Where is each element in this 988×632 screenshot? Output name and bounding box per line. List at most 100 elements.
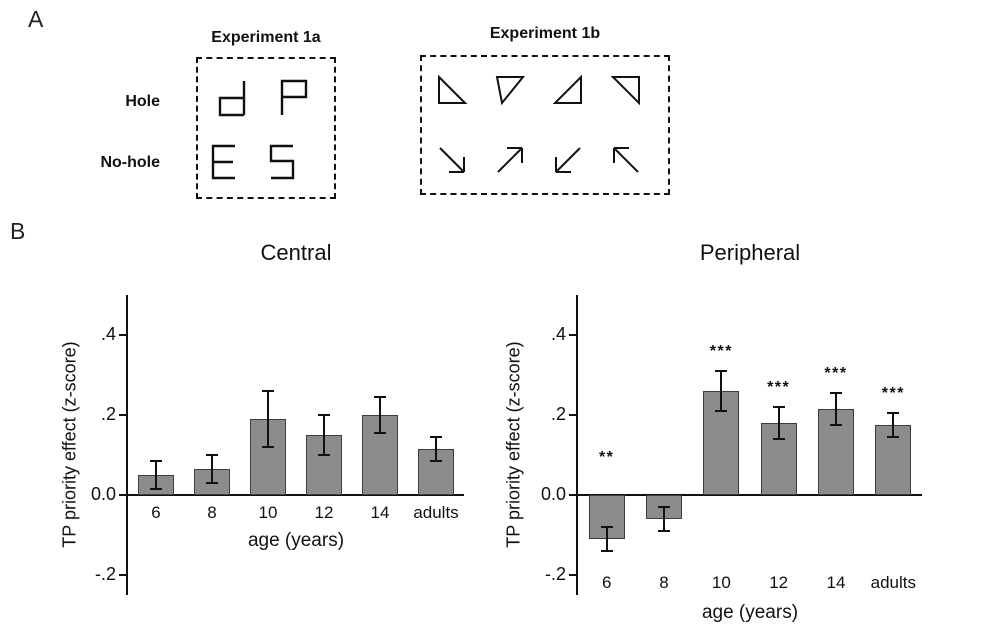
error-cap-top [206, 454, 218, 456]
experiment-1a-box [196, 57, 336, 199]
arrow-up-left [613, 147, 639, 173]
error-bar [720, 371, 723, 411]
y-tick [119, 574, 126, 576]
x-axis-label-peripheral: age (years) [701, 602, 799, 623]
right-triangle-hypotenuse-top [438, 74, 468, 104]
error-bar [379, 397, 381, 433]
y-tick-label: -.2 [544, 564, 566, 584]
x-tick-label: 6 [151, 503, 161, 522]
x-tick-label: 10 [258, 503, 278, 522]
panel-b-label: B [10, 218, 26, 244]
x-axis [576, 494, 922, 496]
chart-central: Central TP priority effect (z-score) .4.… [58, 240, 488, 630]
error-cap-top [318, 414, 330, 416]
error-cap-bottom [318, 454, 330, 456]
y-tick [569, 494, 576, 496]
error-cap-top [430, 436, 442, 438]
panel-a-label: A [28, 6, 44, 32]
square-e-glyph [211, 144, 235, 180]
right-triangle-right-angle-top-right [610, 76, 640, 106]
error-cap-bottom [830, 424, 842, 426]
y-tick [569, 414, 576, 416]
error-cap-bottom [887, 436, 900, 438]
y-tick-label: .2 [100, 404, 116, 424]
significance-label: ** [598, 449, 615, 466]
y-tick-label: 0.0 [90, 484, 116, 504]
central-plot: .4 .2 0.0 -.2 6 8 10 12 14 adults [91, 295, 464, 595]
x-axis-label-central: age (years) [247, 530, 345, 551]
x-tick-label: 14 [370, 503, 390, 522]
error-bar [323, 415, 325, 455]
chart-title-central: Central [260, 240, 332, 265]
x-tick-label: 8 [207, 503, 217, 522]
y-tick-label: -.2 [94, 564, 116, 584]
right-triangle-right-angle-bottom-right [552, 74, 582, 104]
x-tick-label: adults [413, 503, 459, 522]
arrow-up-right [497, 147, 523, 173]
y-tick [569, 574, 576, 576]
arrow-down-right [439, 147, 465, 173]
right-triangle-point-down [495, 76, 526, 106]
y-tick [119, 414, 126, 416]
error-cap-bottom [715, 410, 728, 412]
square-d-glyph [218, 81, 246, 117]
error-cap-top [262, 390, 274, 392]
error-bar [605, 527, 608, 551]
y-tick-label: .4 [100, 324, 116, 344]
y-tick [119, 334, 126, 336]
peripheral-plot: .4 .2 0.0 -.2 6 ** 8 10 *** 12 *** 14 *** adults *** [541, 295, 922, 595]
significance-label: *** [881, 385, 905, 402]
x-tick-label: 12 [769, 573, 789, 592]
error-cap-bottom [772, 438, 785, 440]
y-tick-label: .2 [550, 404, 566, 424]
experiment-1b-box [420, 55, 670, 195]
error-bar [892, 413, 895, 437]
significance-label: *** [767, 379, 791, 396]
square-5-glyph [269, 144, 295, 180]
error-cap-bottom [150, 488, 162, 490]
error-bar [835, 393, 837, 425]
error-cap-top [830, 392, 842, 394]
chart-title-peripheral: Peripheral [699, 240, 801, 265]
y-axis [126, 295, 128, 595]
x-tick-label: 6 [601, 573, 612, 592]
error-bar [663, 507, 665, 531]
y-tick [119, 494, 126, 496]
error-bar [435, 437, 437, 461]
error-cap-bottom [600, 550, 613, 552]
square-p-glyph [280, 79, 308, 115]
row-label-hole: Hole [125, 93, 160, 110]
x-tick-label: 14 [826, 573, 846, 592]
y-tick [569, 334, 576, 336]
significance-label: *** [824, 365, 848, 382]
y-axis [576, 295, 578, 595]
x-tick-label: 10 [711, 573, 731, 592]
error-cap-bottom [206, 482, 218, 484]
error-cap-top [658, 506, 670, 508]
arrow-down-left [555, 147, 581, 173]
x-tick-label: 8 [659, 573, 669, 592]
y-tick-label: .4 [550, 324, 566, 344]
significance-label: *** [709, 343, 733, 360]
error-cap-bottom [430, 460, 442, 462]
error-cap-bottom [658, 530, 670, 532]
row-label-no-hole: No-hole [100, 154, 160, 171]
error-bar [211, 455, 213, 483]
error-cap-top [715, 370, 728, 372]
error-bar [267, 391, 269, 447]
experiment-1a-title: Experiment 1a [211, 29, 321, 46]
error-cap-top [772, 406, 785, 408]
error-cap-top [150, 460, 162, 462]
error-bar [155, 461, 157, 489]
error-cap-top [887, 412, 900, 414]
experiment-1b-title: Experiment 1b [489, 25, 601, 42]
error-bar [777, 407, 780, 439]
chart-peripheral: Peripheral TP priority effect (z-score) … [500, 240, 970, 632]
x-tick-label: 12 [314, 503, 334, 522]
error-cap-bottom [374, 432, 386, 434]
error-cap-top [600, 526, 613, 528]
x-tick-label: adults [870, 573, 917, 592]
error-cap-bottom [262, 446, 274, 448]
y-tick-label: 0.0 [540, 484, 566, 504]
